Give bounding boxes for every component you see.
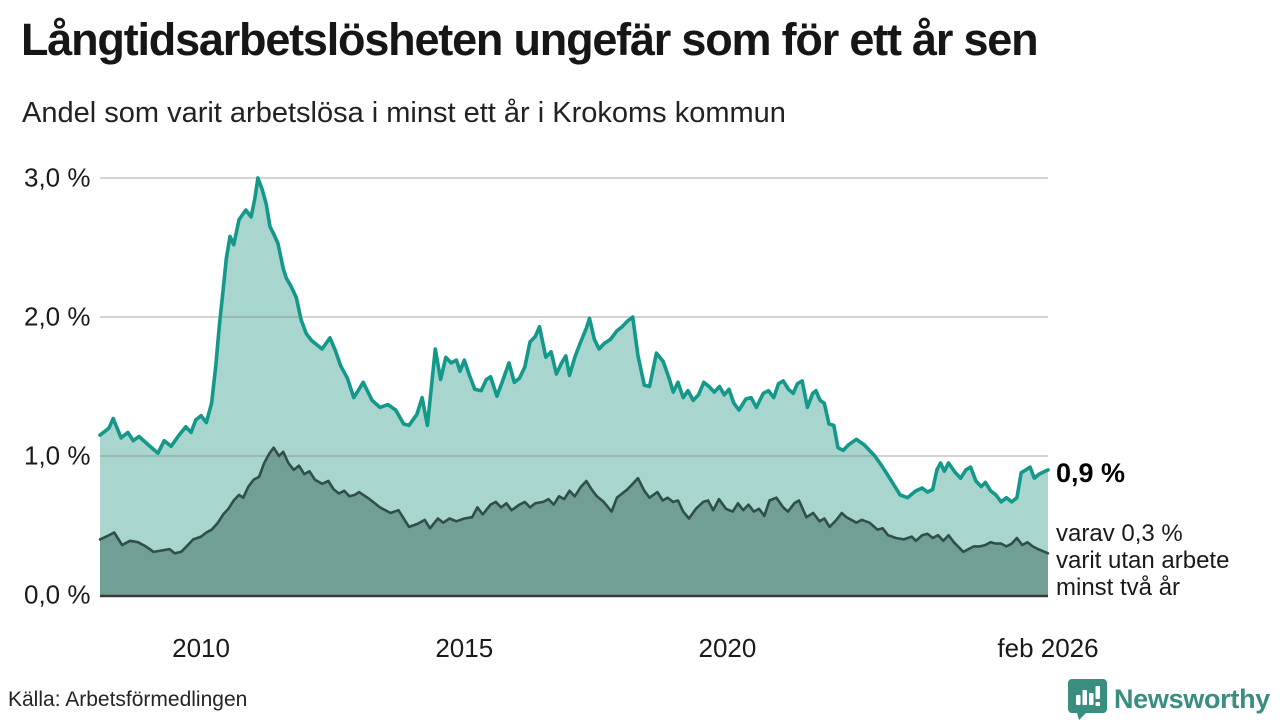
page-subtitle: Andel som varit arbetslösa i minst ett å… <box>22 97 786 129</box>
y-tick-label-0,0 %: 0,0 % <box>24 579 91 610</box>
line-series-1 <box>98 446 1050 555</box>
detail-line-2: varit utan arbete <box>1056 547 1230 574</box>
x-tick-label-2010: 2010 <box>172 633 230 663</box>
latest-value-detail: varav 0,3 % varit utan arbete minst två … <box>1056 520 1229 601</box>
source-credit: Källa: Arbetsförmedlingen <box>8 688 248 711</box>
detail-line-3: minst två år <box>1056 574 1181 601</box>
y-tick-label-2,0 %: 2,0 % <box>24 301 91 332</box>
x-tick-label-feb 2026: feb 2026 <box>997 633 1099 663</box>
brand-name: Newsworthy <box>1113 683 1270 714</box>
page-title: Långtidsarbetslösheten ungefär som för e… <box>21 14 1039 65</box>
line-series-0 <box>98 176 1050 504</box>
logo-bubble-shape <box>1067 679 1107 720</box>
newsworthy-logo-icon <box>1067 679 1107 720</box>
y-tick-label-1,0 %: 1,0 % <box>24 440 91 471</box>
x-tick-label-2020: 2020 <box>698 633 757 663</box>
latest-value-label: 0,9 % <box>1056 458 1126 488</box>
x-tick-label-2015: 2015 <box>435 633 494 663</box>
y-tick-label-3,0 %: 3,0 % <box>24 162 91 193</box>
newsworthy-brand: Newsworthy <box>1067 678 1270 720</box>
area-fill-series-1 <box>100 447 1048 595</box>
detail-line-1: varav 0,3 % <box>1056 520 1183 547</box>
